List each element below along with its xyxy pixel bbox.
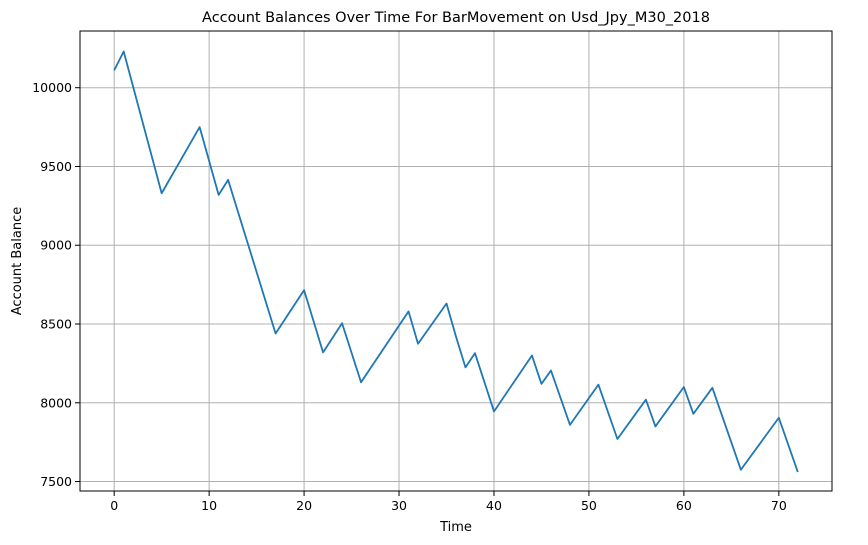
x-tick-label: 30: [391, 498, 407, 513]
x-axis-ticks: 0 10 20 30 40 50 60 70: [110, 491, 787, 513]
x-axis-label: Time: [439, 520, 472, 535]
y-tick-label: 10000: [32, 80, 72, 95]
y-tick-label: 9500: [40, 159, 72, 174]
y-tick-label: 8000: [40, 395, 72, 410]
x-tick-label: 20: [296, 498, 312, 513]
y-tick-label: 7500: [40, 474, 72, 489]
x-tick-label: 50: [581, 498, 597, 513]
grid-lines: [80, 31, 832, 491]
chart-title: Account Balances Over Time For BarMoveme…: [202, 10, 710, 26]
y-tick-label: 8500: [40, 317, 72, 332]
balance-line: [113, 50, 799, 473]
x-tick-label: 40: [486, 498, 502, 513]
y-axis-ticks: 7500 8000 8500 9000 9500 10000: [32, 80, 80, 489]
y-axis-label: Account Balance: [10, 207, 25, 315]
x-tick-label: 0: [110, 498, 118, 513]
y-tick-label: 9000: [40, 238, 72, 253]
plot-frame: [79, 30, 833, 492]
x-tick-label: 60: [676, 498, 692, 513]
x-tick-label: 10: [201, 498, 217, 513]
series-layer: [113, 50, 799, 473]
x-tick-label: 70: [771, 498, 787, 513]
